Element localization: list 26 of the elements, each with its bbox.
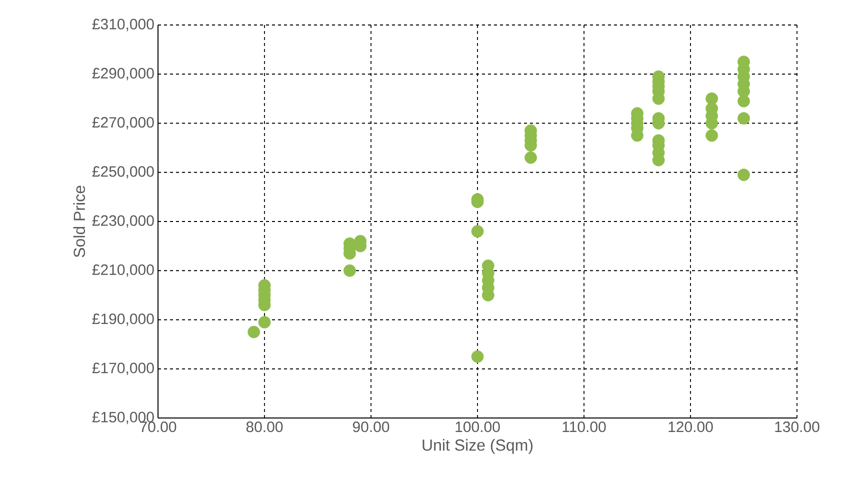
x-axis-title: Unit Size (Sqm) [422, 439, 532, 454]
y-tick-label: £270,000 [92, 117, 154, 130]
point [248, 326, 260, 338]
y-axis-title: Sold Price [73, 186, 86, 258]
y-tick-label: £250,000 [92, 166, 154, 179]
point [344, 264, 356, 277]
y-tick-label: £170,000 [92, 362, 154, 376]
y-tick-label: £230,000 [92, 215, 154, 228]
point [738, 168, 750, 182]
y-tick-label: £290,000 [92, 68, 154, 80]
point [471, 225, 484, 238]
x-tick-label: 90.00 [352, 422, 390, 432]
x-tick-label: 110.00 [562, 422, 606, 432]
point [524, 151, 537, 164]
x-tick-label: 80.00 [246, 422, 283, 432]
point [258, 316, 271, 328]
point [471, 350, 484, 363]
point [738, 112, 750, 125]
x-tick-label: 130.00 [775, 422, 820, 432]
y-tick-label: £210,000 [92, 264, 154, 277]
point [706, 92, 718, 105]
y-tick-label: £190,000 [92, 314, 154, 326]
point [706, 129, 718, 142]
y-tick-label: £310,000 [92, 18, 154, 32]
x-tick-label: 120.00 [668, 422, 713, 432]
x-tick-label: 100.00 [456, 422, 500, 432]
